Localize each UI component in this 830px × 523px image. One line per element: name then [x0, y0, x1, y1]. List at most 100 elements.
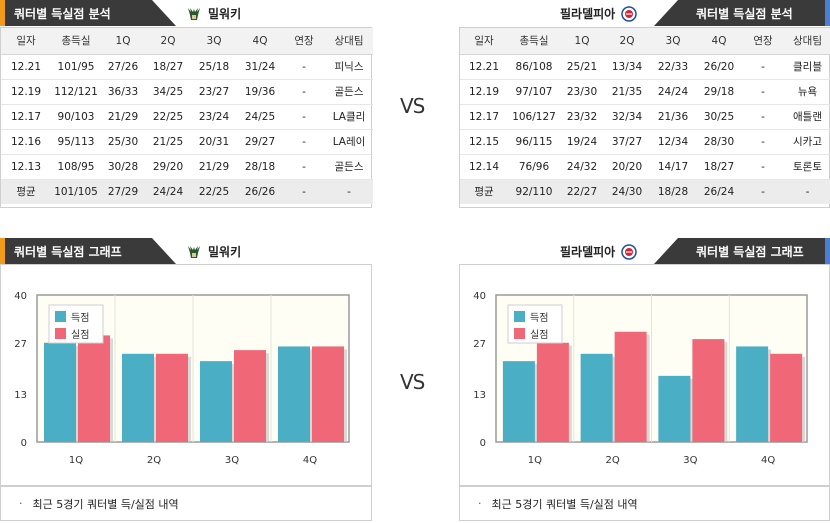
- bar-scored: [502, 361, 535, 442]
- right-chart-header-label: 쿼터별 득실점 그래프: [696, 244, 804, 259]
- column-header: 일자: [1, 28, 51, 55]
- table-cell: 시카고: [784, 129, 830, 155]
- table-cell: 32/34: [604, 104, 650, 130]
- table-cell: 14/17: [650, 154, 696, 180]
- table-cell: 37/27: [604, 129, 650, 155]
- bucks-logo-icon: [188, 245, 200, 258]
- table-cell: 86/108: [508, 54, 560, 80]
- table-cell: 26/26: [237, 179, 283, 204]
- legend-swatch: [55, 311, 66, 322]
- x-tick-label: 2Q: [606, 455, 620, 466]
- table-cell: 27/29: [101, 179, 145, 204]
- average-row: 평균 92/110 22/27 24/30 18/28 26/24- -: [460, 179, 830, 204]
- table-cell: 21/25: [145, 129, 191, 155]
- table-cell: 21/35: [604, 79, 650, 105]
- legend-label: 득점: [71, 312, 89, 324]
- table-cell: -: [283, 179, 325, 204]
- table-cell: 뉴욕: [784, 79, 830, 105]
- x-tick-label: 2Q: [147, 455, 161, 466]
- table-cell: 28/18: [237, 154, 283, 180]
- legend-swatch: [514, 328, 525, 339]
- table-row: 12.15 96/115 19/24 37/27 12/34 28/30- 시카고: [460, 129, 830, 155]
- y-tick-label: 40: [14, 291, 27, 302]
- table-cell: -: [283, 154, 325, 180]
- bar-conceded: [78, 335, 110, 442]
- x-tick-label: 1Q: [528, 455, 542, 466]
- table-cell: 19/36: [237, 79, 283, 105]
- right-stats-table: 일자 총득실 1Q 2Q 3Q 4Q 연장 상대팀 12.21 86/108 25/21 13/34…: [459, 27, 830, 208]
- table-row: 12.21 86/108 25/21 13/34 22/33 26/20- 클리블: [460, 54, 830, 80]
- left-chart-header-label: 쿼터별 득실점 그래프: [14, 244, 122, 259]
- bar-scored: [44, 342, 76, 442]
- column-header: 연장: [283, 28, 325, 55]
- vs-label-top: VS: [400, 94, 425, 118]
- bar-conceded: [234, 350, 266, 442]
- left-chart-team-name: 밀워키: [208, 245, 242, 259]
- table-cell: 21/29: [101, 104, 145, 130]
- table-cell: 90/103: [51, 104, 101, 130]
- table-cell: -: [742, 129, 784, 155]
- column-header: 2Q: [145, 28, 191, 55]
- legend-swatch: [514, 311, 525, 322]
- bar-conceded: [156, 353, 188, 442]
- bucks-logo-icon: [188, 7, 200, 20]
- right-chart: 0 13 27 40 1Q 2Q 3Q 4Q 득점 실점: [459, 264, 830, 486]
- bar-conceded: [536, 342, 569, 442]
- table-cell: 29/18: [696, 79, 742, 105]
- vs-label-bottom: VS: [400, 370, 425, 394]
- table-cell: LA레이: [325, 129, 373, 155]
- table-header-row: 일자 총득실 1Q 2Q 3Q 4Q 연장 상대팀: [1, 28, 373, 55]
- table-cell: 26/20: [696, 54, 742, 80]
- table-cell: 30/28: [101, 154, 145, 180]
- bar-scored: [278, 346, 310, 442]
- bar-conceded: [614, 331, 647, 442]
- table-row: 12.16 95/113 25/30 21/25 20/31 29/27- LA레이: [1, 129, 373, 155]
- table-cell: -: [742, 154, 784, 180]
- table-cell: 24/30: [604, 179, 650, 204]
- table-cell: 12.16: [1, 129, 51, 155]
- table-cell: 36/33: [101, 79, 145, 105]
- table-cell: 108/95: [51, 154, 101, 180]
- table-cell: 골든스: [325, 79, 373, 105]
- table-cell: -: [283, 104, 325, 130]
- table-cell: -: [283, 129, 325, 155]
- table-cell: LA클리: [325, 104, 373, 130]
- table-cell: 평균: [1, 179, 51, 204]
- table-cell: 97/107: [508, 79, 560, 105]
- table-cell: 106/127: [508, 104, 560, 130]
- table-row: 12.21 101/95 27/26 18/27 25/18 31/24- 피닉스: [1, 54, 373, 80]
- y-tick-label: 13: [14, 390, 27, 401]
- table-header-row: 일자 총득실 1Q 2Q 3Q 4Q 연장 상대팀: [460, 28, 830, 55]
- column-header: 상대팀: [784, 28, 830, 55]
- table-cell: 12.15: [460, 129, 508, 155]
- y-tick-label: 27: [14, 339, 27, 350]
- table-row: 12.13 108/95 30/28 29/20 21/29 28/18- 골든스: [1, 154, 373, 180]
- table-cell: 34/25: [145, 79, 191, 105]
- column-header: 2Q: [604, 28, 650, 55]
- table-cell: 18/27: [145, 54, 191, 80]
- table-cell: 12.14: [460, 154, 508, 180]
- table-cell: 12.21: [460, 54, 508, 80]
- right-table-header-label: 쿼터별 득실점 분석: [696, 6, 793, 21]
- table-cell: 12.13: [1, 154, 51, 180]
- table-cell: 27/26: [101, 54, 145, 80]
- table-cell: 92/110: [508, 179, 560, 204]
- table-cell: 23/32: [560, 104, 604, 130]
- table-cell: 101/95: [51, 54, 101, 80]
- table-cell: 95/113: [51, 129, 101, 155]
- table-cell: -: [742, 104, 784, 130]
- table-cell: 23/30: [560, 79, 604, 105]
- legend-label: 실점: [71, 329, 89, 341]
- table-cell: 12.19: [1, 79, 51, 105]
- y-tick-label: 40: [473, 291, 486, 302]
- table-cell: 12.17: [460, 104, 508, 130]
- table-cell: 30/25: [696, 104, 742, 130]
- table-cell: -: [784, 179, 830, 204]
- x-tick-label: 3Q: [683, 455, 697, 466]
- average-row: 평균 101/105 27/29 24/24 22/25 26/26- -: [1, 179, 373, 204]
- table-cell: 23/24: [191, 104, 237, 130]
- table-row: 12.19 97/107 23/30 21/35 24/24 29/18- 뉴욕: [460, 79, 830, 105]
- table-cell: 19/24: [560, 129, 604, 155]
- column-header: 3Q: [191, 28, 237, 55]
